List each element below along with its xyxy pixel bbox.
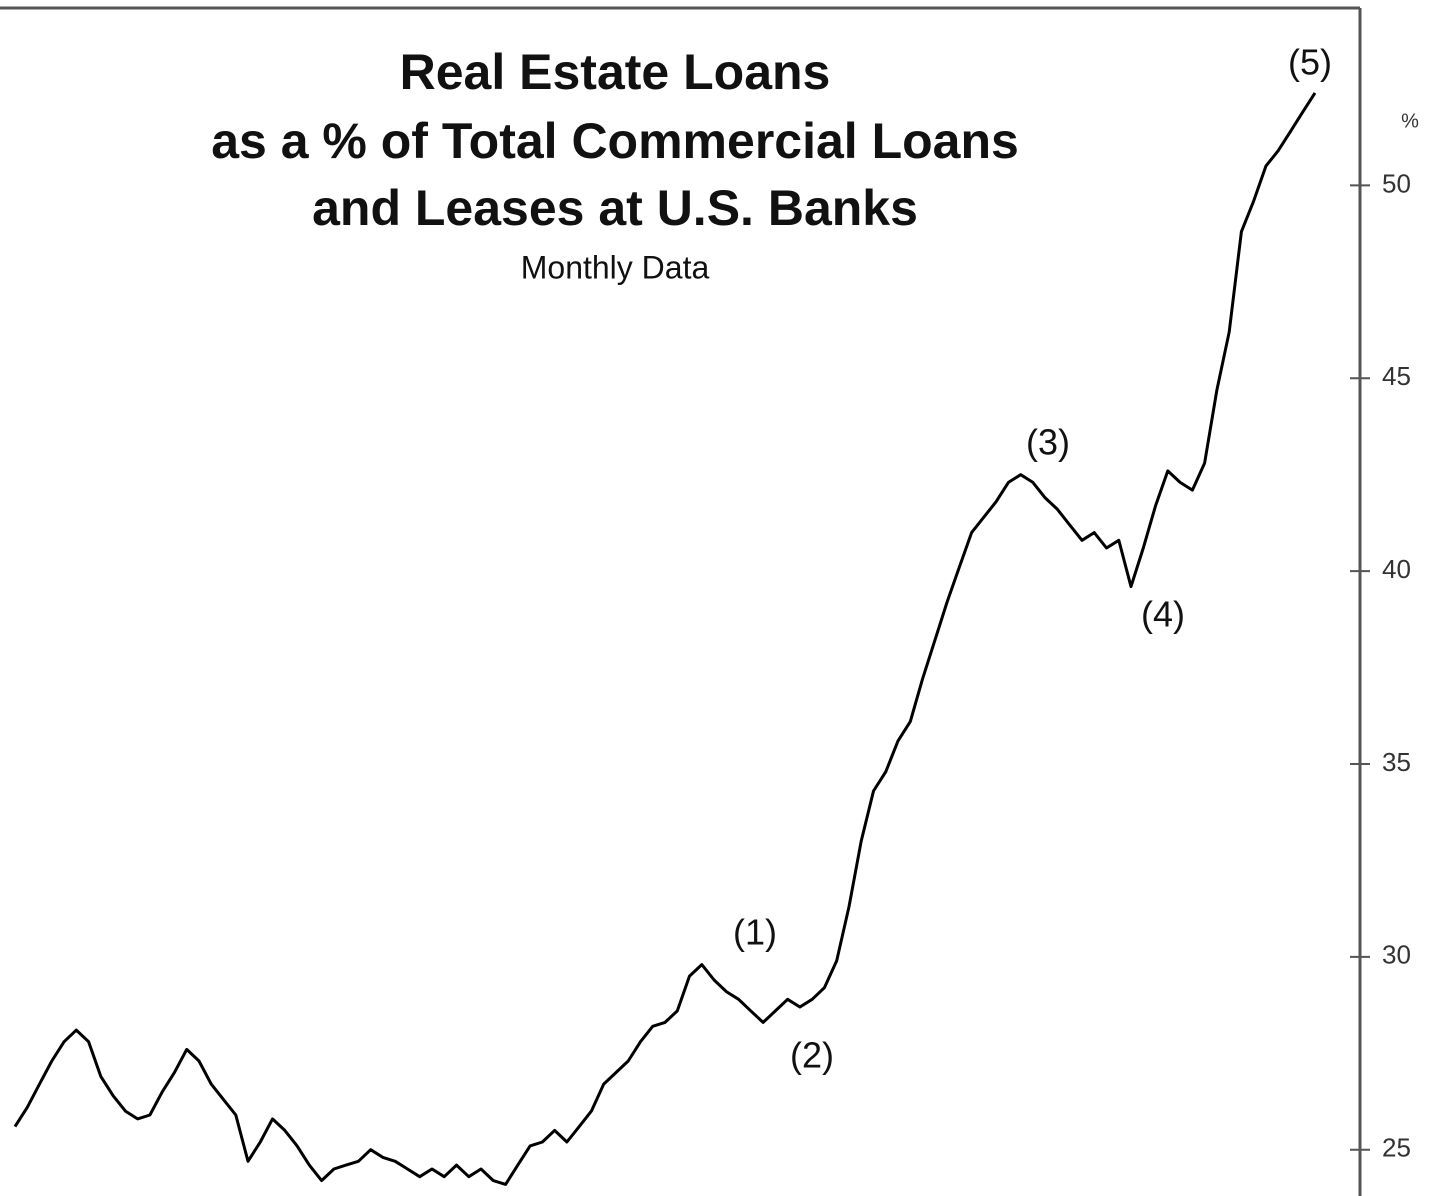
- chart-title: as a % of Total Commercial Loans: [211, 113, 1019, 169]
- y-tick-label: 40: [1382, 554, 1411, 584]
- data-line: [13, 92, 1317, 1186]
- chart-title: Real Estate Loans: [400, 44, 831, 100]
- annotation: (3): [1026, 422, 1070, 463]
- annotation: (4): [1141, 594, 1185, 635]
- y-tick-label: 50: [1382, 168, 1411, 198]
- y-tick-label: 45: [1382, 361, 1411, 391]
- chart-title: and Leases at U.S. Banks: [312, 180, 918, 236]
- y-tick-label: 35: [1382, 747, 1411, 777]
- y-tick-label: 30: [1382, 940, 1411, 970]
- annotation: (5): [1288, 42, 1332, 83]
- annotation: (2): [790, 1035, 834, 1076]
- annotation: (1): [733, 912, 777, 953]
- y-unit: %: [1401, 110, 1419, 132]
- y-tick-label: 25: [1382, 1133, 1411, 1163]
- chart-subtitle: Monthly Data: [521, 249, 710, 285]
